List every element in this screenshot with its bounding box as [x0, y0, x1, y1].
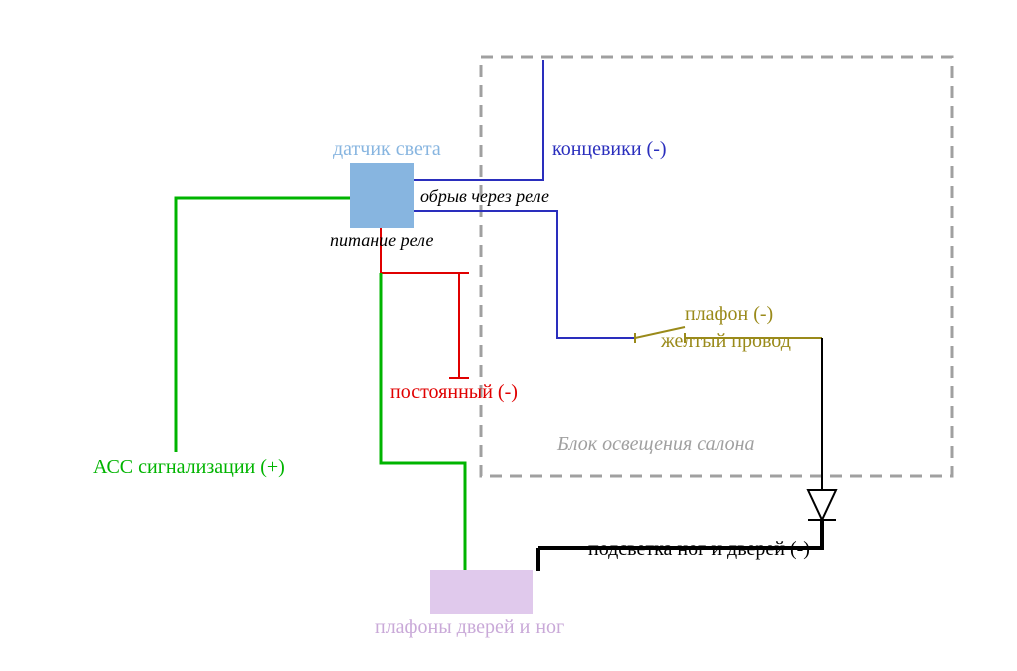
label-limit_switches: концевики (-) [552, 138, 667, 160]
label-yellow_wire: желтый провод [660, 330, 791, 352]
label-plafon_neg: плафон (-) [685, 303, 773, 325]
label-block_label: Блок освещения салона [556, 433, 755, 455]
door-plafon-block [430, 570, 533, 614]
label-relay_power: питание реле [330, 230, 433, 250]
label-relay_break: обрыв через реле [420, 186, 549, 206]
label-foot_light: подсветка ног и дверей (-) [588, 538, 810, 560]
label-light_sensor: датчик света [333, 138, 441, 160]
label-door_plafon: плафоны дверей и ног [375, 616, 564, 638]
label-constant_neg: постоянный (-) [390, 381, 518, 403]
wiring-diagram: датчик света концевики (-) обрыв через рел… [0, 0, 1017, 671]
label-acc_signal: АСС сигнализации (+) [93, 456, 285, 478]
light-sensor-block [350, 163, 414, 228]
